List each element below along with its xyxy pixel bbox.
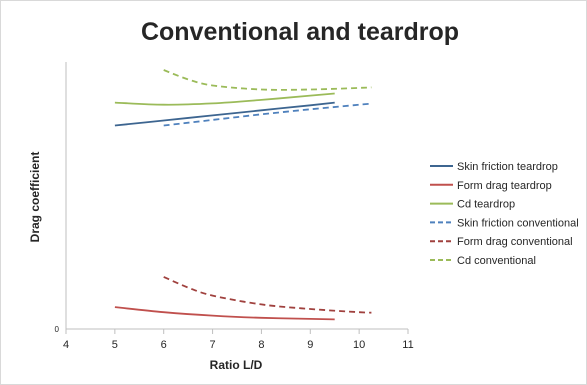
x-tick-label: 10 bbox=[353, 339, 365, 351]
legend-item: Cd teardrop bbox=[430, 199, 515, 211]
legend-label: Cd teardrop bbox=[457, 199, 515, 211]
legend-label: Cd conventional bbox=[457, 255, 536, 267]
x-tick-label: 6 bbox=[161, 339, 167, 351]
x-axis-title: Ratio L/D bbox=[210, 358, 263, 372]
series-line-skin-friction-conventional bbox=[163, 102, 372, 127]
y-axis-title: Drag coefficient bbox=[28, 152, 42, 243]
series-layer bbox=[114, 69, 372, 321]
legend-label: Form drag teardrop bbox=[457, 180, 552, 192]
legend: Skin friction teardrop Form drag teardrop… bbox=[430, 161, 579, 267]
x-tick-label: 11 bbox=[402, 339, 413, 351]
x-tick-label: 8 bbox=[258, 339, 264, 351]
legend-item: Form drag teardrop bbox=[430, 180, 552, 192]
series-line-skin-friction-teardrop bbox=[114, 101, 335, 127]
series-line-cd-teardrop bbox=[114, 92, 335, 106]
legend-label: Form drag conventional bbox=[457, 236, 573, 248]
series-line-cd-conventional bbox=[163, 69, 372, 91]
legend-item: Skin friction conventional bbox=[430, 217, 579, 229]
y-tick-label: 0 bbox=[55, 325, 60, 334]
legend-label: Skin friction conventional bbox=[457, 217, 579, 229]
legend-label: Skin friction teardrop bbox=[457, 161, 558, 173]
legend-item: Skin friction teardrop bbox=[430, 161, 558, 173]
chart-title: Conventional and teardrop bbox=[141, 18, 459, 46]
x-tick-label: 5 bbox=[112, 339, 118, 351]
legend-item: Cd conventional bbox=[430, 255, 536, 267]
series-line-form-drag-teardrop bbox=[114, 306, 335, 321]
x-tick-label: 9 bbox=[307, 339, 313, 351]
x-tick-label: 4 bbox=[63, 339, 69, 351]
x-tick-label: 7 bbox=[210, 339, 216, 351]
ticks-layer: 4 5 6 7 8 9 10 11 0 bbox=[55, 325, 414, 351]
series-line-form-drag-conventional bbox=[163, 276, 372, 314]
legend-item: Form drag conventional bbox=[430, 236, 573, 248]
